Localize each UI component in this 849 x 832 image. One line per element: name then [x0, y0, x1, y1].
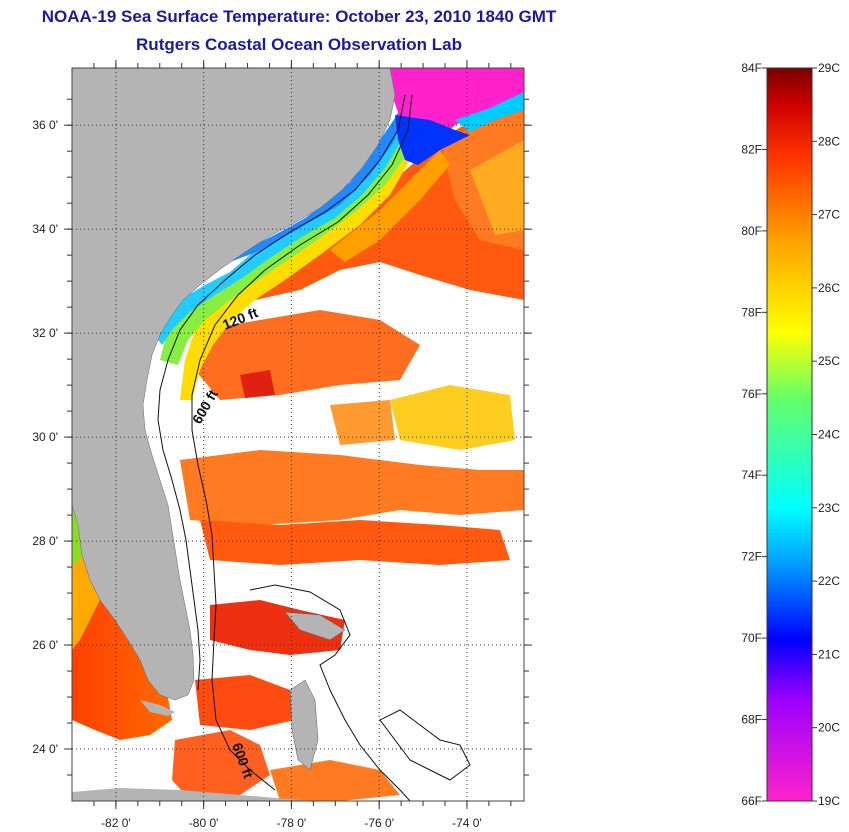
- lat-tick-label: 30 0': [32, 430, 58, 444]
- yellow-patch-30n: [390, 385, 515, 450]
- andros-island: [289, 679, 319, 771]
- warm-band-25n: [195, 675, 295, 730]
- orange-patch-30n: [330, 400, 395, 445]
- lat-tick-label: 26 0': [32, 638, 58, 652]
- colorbar-f-label: 68F: [741, 713, 762, 727]
- grand-bahama: [284, 611, 346, 641]
- colorbar-f-label: 74F: [741, 468, 762, 482]
- colorbar-c-label: 19C: [818, 794, 840, 808]
- colorbar-c-label: 23C: [818, 501, 840, 515]
- hatteras-blue-water: [395, 115, 470, 165]
- colorbar-c-label: 29C: [818, 61, 840, 75]
- colorbar-c-label: 24C: [818, 428, 840, 442]
- colorbar-f-label: 66F: [741, 794, 762, 808]
- isobath-600ft: [191, 94, 413, 791]
- shelf-yellow-north: [330, 150, 450, 262]
- axis-ticks: [64, 60, 532, 809]
- warm-band-23n: [270, 760, 400, 801]
- longitude-labels: -82 0' -80 0' -78 0' -76 0' -74 0': [101, 816, 482, 830]
- lat-tick-label: 32 0': [32, 326, 58, 340]
- lat-tick-label: 36 0': [32, 118, 58, 132]
- warm-band-29n: [180, 450, 524, 525]
- colorbar-f-label: 82F: [741, 142, 762, 156]
- colorbar-c-label: 27C: [818, 208, 840, 222]
- warm-band-24n: [172, 730, 270, 800]
- isobath-120ft: [157, 94, 406, 691]
- colorbar-f-label: 80F: [741, 224, 762, 238]
- lon-tick-label: -74 0': [452, 816, 482, 830]
- warm-band-28n: [200, 520, 510, 565]
- colorbar-c-label: 28C: [818, 134, 840, 148]
- lat-tick-label: 24 0': [32, 742, 58, 756]
- colorbar-c-label: 21C: [818, 647, 840, 661]
- bahamas-bank-contour: [249, 584, 411, 801]
- lat-tick-label: 28 0': [32, 534, 58, 548]
- colorbar-f-label: 84F: [741, 61, 762, 75]
- offshore-yellow-east: [470, 140, 524, 235]
- florida-keys: [140, 700, 175, 716]
- colorbar-f-label: 70F: [741, 631, 762, 645]
- map-subtitle: Rutgers Coastal Ocean Observation Lab: [136, 35, 462, 54]
- colorbar-c-label: 26C: [818, 281, 840, 295]
- colorbar-f-label: 72F: [741, 550, 762, 564]
- colorbar-c-label: 22C: [818, 574, 840, 588]
- lat-tick-label: 34 0': [32, 222, 58, 236]
- lon-tick-label: -76 0': [364, 816, 394, 830]
- lon-tick-label: -82 0': [101, 816, 131, 830]
- warm-band-27n: [210, 600, 345, 655]
- bahamas-bank-contour-2: [379, 709, 471, 781]
- lon-tick-label: -80 0': [189, 816, 219, 830]
- colorbar-f-label: 78F: [741, 305, 762, 319]
- colorbar-c-label: 20C: [818, 721, 840, 735]
- graticule: [72, 68, 524, 801]
- colorbar-c-label: 25C: [818, 354, 840, 368]
- cuba-land: [72, 788, 330, 801]
- coastal-shelf-water: [180, 110, 425, 400]
- lon-tick-label: -78 0': [277, 816, 307, 830]
- latitude-labels: 36 0' 34 0' 32 0' 30 0' 28 0' 26 0' 24 0': [32, 118, 58, 756]
- colorbar-f-label: 76F: [741, 387, 762, 401]
- sst-data-field: 120 ft 600 ft 600 ft: [72, 68, 524, 801]
- map-title: NOAA-19 Sea Surface Temperature: October…: [41, 7, 557, 26]
- map-frame: [71, 67, 525, 802]
- colorbar-celsius-labels: 29C 28C 27C 26C 25C 24C 23C 22C 21C 20C 19C: [812, 61, 840, 808]
- colorbar-fahrenheit-labels: 84F 82F 80F 78F 76F 74F 72F 70F 68F 66F: [741, 61, 767, 808]
- colorbar: [766, 67, 813, 802]
- coastal-cyan-band: [150, 108, 415, 345]
- hatteras-cyan-water: [455, 92, 524, 132]
- us-southeast-land: [72, 68, 396, 701]
- warm-patch-31n-red: [240, 370, 275, 398]
